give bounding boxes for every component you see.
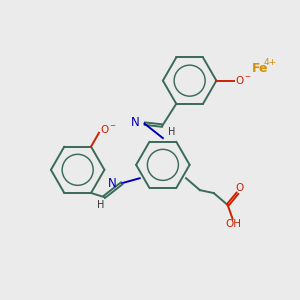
Text: N: N [108,177,117,190]
Text: N: N [131,116,140,129]
Text: OH: OH [226,219,242,229]
Text: O: O [236,183,244,193]
Text: Fe: Fe [252,62,268,75]
Text: H: H [168,127,176,136]
Text: O$^-$: O$^-$ [100,123,117,135]
Text: H: H [98,200,105,210]
Text: 4+: 4+ [264,58,277,67]
Text: O$^-$: O$^-$ [235,74,252,86]
